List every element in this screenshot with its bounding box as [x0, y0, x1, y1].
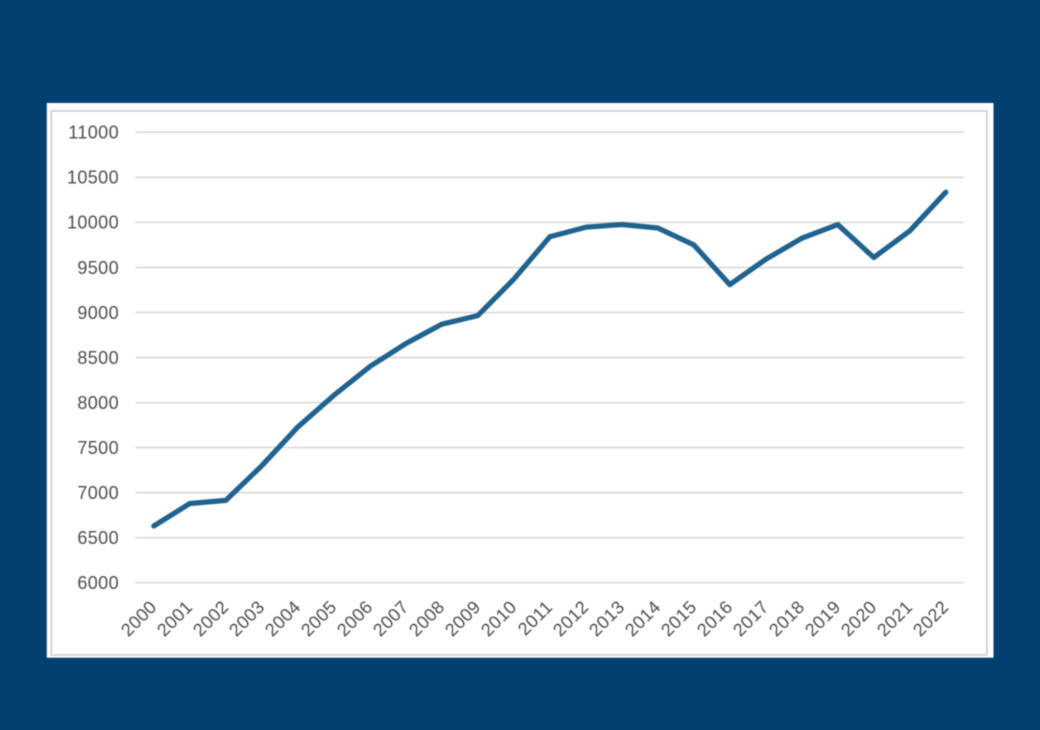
svg-text:10000: 10000 — [67, 213, 119, 233]
svg-text:7000: 7000 — [77, 483, 119, 503]
svg-text:7500: 7500 — [77, 438, 119, 458]
svg-text:11000: 11000 — [68, 123, 119, 143]
svg-text:8000: 8000 — [77, 393, 119, 413]
svg-text:8500: 8500 — [77, 348, 119, 368]
svg-text:9500: 9500 — [77, 258, 119, 278]
svg-text:6000: 6000 — [77, 573, 119, 593]
svg-text:9000: 9000 — [77, 303, 119, 323]
svg-text:10500: 10500 — [67, 168, 119, 188]
svg-text:6500: 6500 — [77, 528, 119, 548]
